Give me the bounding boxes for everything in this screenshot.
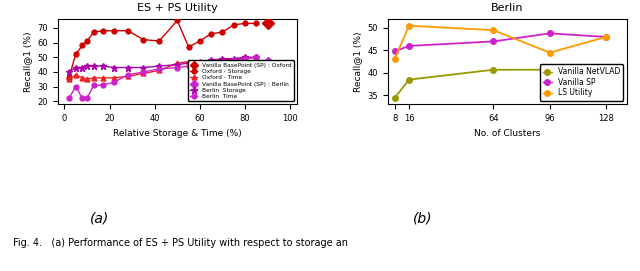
X-axis label: No. of Clusters: No. of Clusters xyxy=(474,129,541,138)
Text: (a): (a) xyxy=(90,211,109,225)
Y-axis label: Recall@1 (%): Recall@1 (%) xyxy=(22,31,32,92)
Y-axis label: Recall@1 (%): Recall@1 (%) xyxy=(353,31,362,92)
Legend: Vanilla BasePoint (SP) : Oxford, Oxford - Storage, Oxford - Time, Vanilla BasePo: Vanilla BasePoint (SP) : Oxford, Oxford … xyxy=(188,60,294,101)
Title: Berlin: Berlin xyxy=(492,3,524,13)
Text: (b): (b) xyxy=(413,211,432,225)
Text: Fig. 4.   (a) Performance of ES + PS Utility with respect to storage an: Fig. 4. (a) Performance of ES + PS Utili… xyxy=(13,238,348,249)
Title: ES + PS Utility: ES + PS Utility xyxy=(137,3,218,13)
Legend: Vanilla NetVLAD, Vanilla SP, LS Utility: Vanilla NetVLAD, Vanilla SP, LS Utility xyxy=(540,64,623,101)
X-axis label: Relative Storage & Time (%): Relative Storage & Time (%) xyxy=(113,129,242,138)
